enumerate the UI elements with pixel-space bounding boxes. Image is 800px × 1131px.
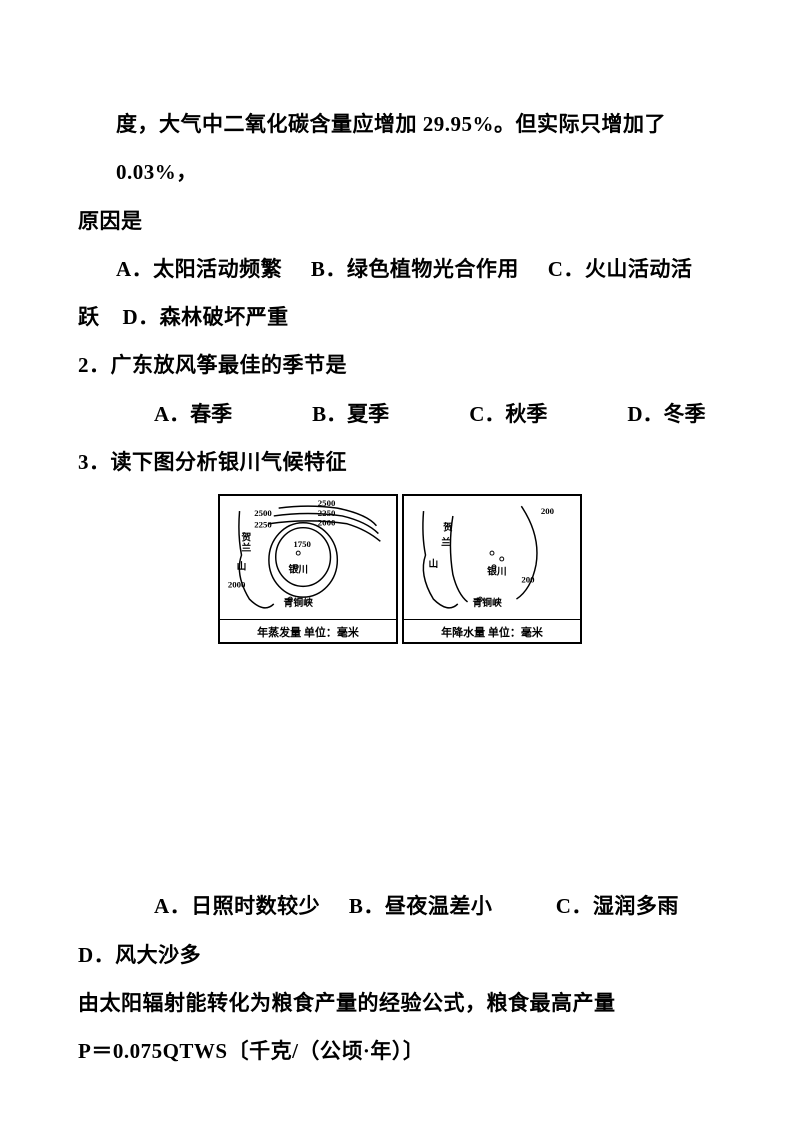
q3-optD: D．风大沙多 — [78, 943, 201, 967]
q1-optC-pre: C．火山活动活 — [548, 257, 693, 281]
figure-right: 200 200 贺 兰 山 银川 青铜峡 年降水量 单位：毫米 — [402, 494, 582, 644]
q1-intro-line1: 度，大气中二氧化碳含量应增加 29.95%。但实际只增加了 0.03%， — [78, 100, 722, 197]
lbl-helan2: 兰 — [242, 542, 252, 555]
q1-optC-wrap: 跃 — [78, 305, 100, 329]
precip-map: 200 200 贺 兰 山 银川 青铜峡 — [404, 496, 580, 619]
postscript-1: 由太阳辐射能转化为粮食产量的经验公式，粮食最高产量 — [78, 979, 722, 1027]
lbl-helan3: 山 — [237, 560, 247, 573]
q3-optC: C．湿润多雨 — [556, 894, 679, 918]
lbl-2000: 2000 — [318, 518, 336, 528]
lbl-helan: 贺 — [241, 531, 252, 544]
left-caption: 年蒸发量 单位：毫米 — [220, 619, 396, 642]
figure-container: 2500 2250 2000 2500 2250 1750 2000 贺 兰 山… — [78, 494, 722, 644]
lbl-helan-r: 贺 — [442, 521, 453, 534]
lbl-helan2-r: 兰 — [441, 536, 451, 549]
lbl-yinchuan-r: 银川 — [487, 565, 507, 578]
q2-optB: B．夏季 — [312, 390, 389, 438]
right-caption: 年降水量 单位：毫米 — [404, 619, 580, 642]
lbl-2250: 2250 — [318, 508, 336, 518]
q2-stem: 2．广东放风筝最佳的季节是 — [78, 341, 722, 389]
postscript-2: P＝0.075QTWS〔千克/（公顷·年）〕 — [78, 1027, 722, 1075]
figure-left: 2500 2250 2000 2500 2250 1750 2000 贺 兰 山… — [218, 494, 398, 644]
lbl-helan3-r: 山 — [428, 557, 438, 570]
q1-options-wrap: 跃 D．森林破坏严重 — [78, 293, 722, 341]
lbl-2250b: 2250 — [254, 520, 272, 530]
q1-options-row: A．太阳活动频繁 B．绿色植物光合作用 C．火山活动活 — [78, 245, 722, 293]
q1-optD: D．森林破坏严重 — [123, 305, 289, 329]
q3-options-row: A．日照时数较少 B．昼夜温差小 C．湿润多雨 — [78, 882, 722, 930]
lbl-qtx: 青铜峡 — [284, 596, 314, 609]
q1-optB: B．绿色植物光合作用 — [311, 257, 519, 281]
lbl-200a: 200 — [541, 506, 555, 516]
q1-intro-line2: 原因是 — [78, 197, 722, 245]
lbl-1750: 1750 — [293, 540, 311, 550]
lbl-yinchuan: 银川 — [288, 563, 308, 576]
lbl-qtx-r: 青铜峡 — [472, 596, 502, 609]
lbl-2000c: 2000 — [228, 580, 246, 590]
q3-optB: B．昼夜温差小 — [349, 894, 493, 918]
q2-optA: A．春季 — [154, 390, 232, 438]
lbl-2500b: 2500 — [254, 508, 272, 518]
q2-optD: D．冬季 — [627, 390, 705, 438]
q3-stem: 3．读下图分析银川气候特征 — [78, 438, 722, 486]
q3-optA: A．日照时数较少 — [154, 894, 320, 918]
q3-optD-row: D．风大沙多 — [78, 931, 722, 979]
q2-options: A．春季 B．夏季 C．秋季 D．冬季 — [78, 390, 722, 438]
q1-optA: A．太阳活动频繁 — [116, 257, 282, 281]
lbl-200b: 200 — [521, 575, 535, 585]
lbl-2500: 2500 — [318, 499, 336, 509]
evaporation-map: 2500 2250 2000 2500 2250 1750 2000 贺 兰 山… — [220, 496, 396, 619]
blank-gap — [78, 652, 722, 882]
q2-optC: C．秋季 — [469, 390, 547, 438]
